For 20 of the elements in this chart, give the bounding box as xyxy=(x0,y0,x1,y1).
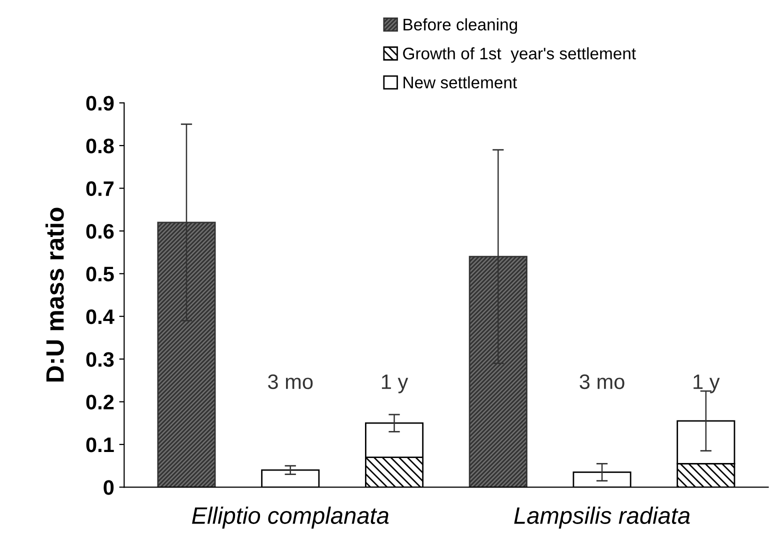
y-tick-label: 0.7 xyxy=(86,181,114,196)
y-tick-label: 0.5 xyxy=(86,266,114,282)
y-tick-label: 0.9 xyxy=(86,96,114,111)
y-axis-title: D:U mass ratio xyxy=(46,208,64,382)
y-tick-label: 0.1 xyxy=(86,437,114,452)
y-tick-label: 0.3 xyxy=(86,352,114,367)
annotation: 1 y xyxy=(694,374,720,394)
legend-label: Before cleaning xyxy=(404,18,517,34)
annotation: 3 mo xyxy=(268,374,313,390)
legend-label: New settlement xyxy=(404,76,517,88)
annotation: 1 y xyxy=(382,374,408,394)
y-tick-label: 0.6 xyxy=(86,224,114,239)
x-tick-label: Elliptio complanata xyxy=(192,506,389,529)
y-tick-label: 0.4 xyxy=(86,309,114,324)
legend-label: Growth of 1st year's settlement xyxy=(403,47,636,63)
annotation: 3 mo xyxy=(580,374,624,390)
y-tick-label: 0 xyxy=(104,480,114,495)
y-tick-label: 0.2 xyxy=(86,394,114,410)
x-tick-label: Lampsilis radiata xyxy=(514,506,690,529)
y-tick-label: 0.8 xyxy=(86,138,114,154)
